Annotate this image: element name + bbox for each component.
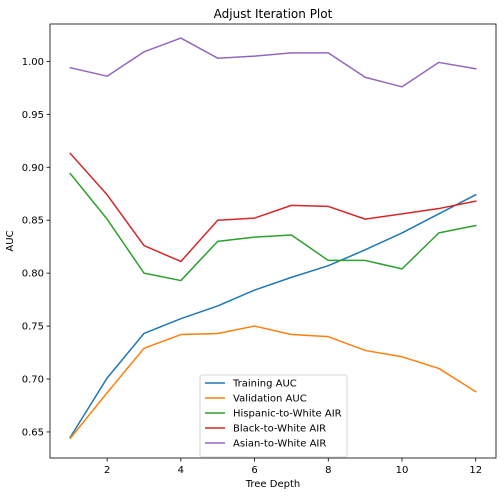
y-axis-label: AUC xyxy=(5,230,16,251)
x-tick-label-1: 4 xyxy=(178,465,184,476)
legend-box xyxy=(199,374,348,458)
legend-label-2: Hispanic-to-White AIR xyxy=(233,409,342,420)
series-line-3 xyxy=(69,152,477,263)
y-tick-label-5: 0.90 xyxy=(22,163,44,174)
chart-title: Adjust Iteration Plot xyxy=(214,7,333,21)
axes-frame xyxy=(49,23,497,459)
legend-label-3: Black-to-White AIR xyxy=(233,424,326,435)
y-tick-label-7: 1.00 xyxy=(22,57,44,68)
series-line-0 xyxy=(69,193,477,439)
x-tick-label-2: 6 xyxy=(251,465,257,476)
y-tick-label-6: 0.95 xyxy=(22,110,44,121)
x-tick-label-4: 10 xyxy=(396,465,409,476)
x-axis-label: Tree Depth xyxy=(245,479,300,490)
y-tick-label-3: 0.80 xyxy=(22,269,44,280)
series-line-4 xyxy=(69,37,477,88)
x-tick-label-3: 8 xyxy=(325,465,331,476)
x-tick-label-5: 12 xyxy=(469,465,482,476)
series-line-1 xyxy=(69,325,477,440)
x-tick-label-0: 2 xyxy=(104,465,110,476)
series-line-2 xyxy=(69,172,477,282)
y-tick-label-1: 0.70 xyxy=(22,375,44,386)
axes: 2 4 6 8 10 12 0.65 0.70 0.75 0.80 0.85 0.90 0.95 1.00 xyxy=(22,23,497,476)
legend-label-1: Validation AUC xyxy=(233,394,307,405)
y-tick-label-4: 0.85 xyxy=(22,216,44,227)
series-lines xyxy=(69,37,477,440)
legend-label-0: Training AUC xyxy=(232,379,297,390)
legend: Training AUC Validation AUC Hispanic-to-Wh… xyxy=(199,374,348,458)
y-tick-label-0: 0.65 xyxy=(22,427,44,438)
y-tick-label-2: 0.75 xyxy=(22,322,44,333)
legend-label-4: Asian-to-White AIR xyxy=(233,439,326,450)
